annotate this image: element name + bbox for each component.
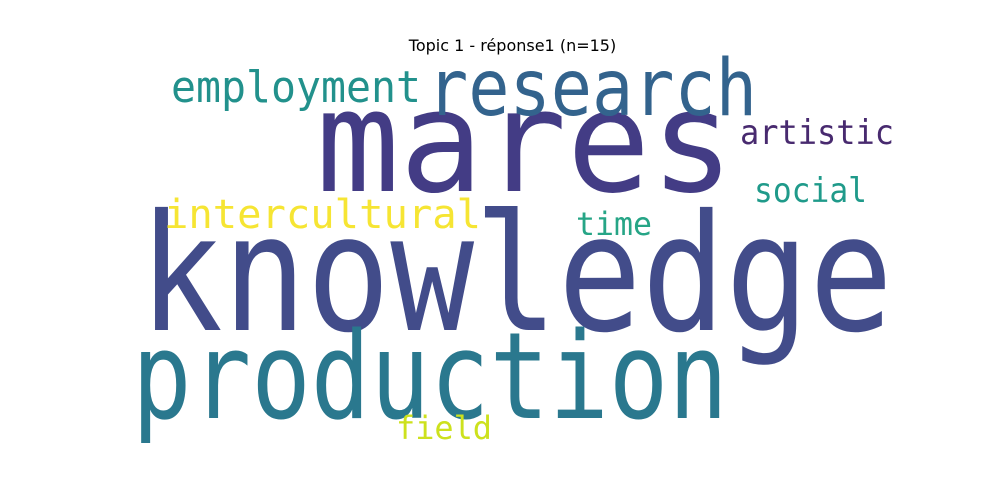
word-cloud-svg: knowledge production mares research empl… (135, 55, 894, 445)
word-social: social (754, 171, 867, 211)
word-employment: employment (171, 62, 421, 113)
word-production: production (135, 308, 728, 445)
word-knowledge: knowledge (139, 181, 893, 369)
word-mares: mares (316, 60, 734, 225)
word-field: field (396, 409, 492, 445)
word-cloud: knowledge production mares research empl… (135, 55, 895, 445)
word-time: time (576, 205, 652, 243)
word-artistic: artistic (740, 113, 894, 153)
figure-title: Topic 1 - réponse1 (n=15) (408, 36, 617, 55)
word-research: research (427, 55, 757, 134)
word-intercultural: intercultural (164, 192, 481, 238)
